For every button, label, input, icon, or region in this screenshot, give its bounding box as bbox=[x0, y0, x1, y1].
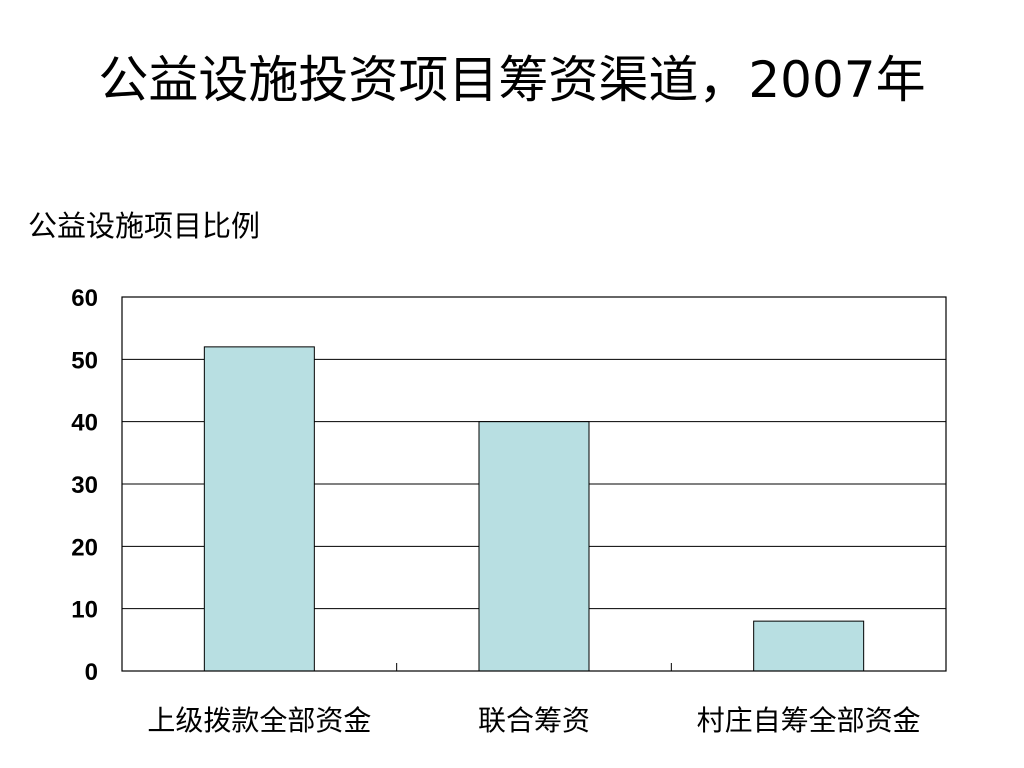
y-tick-label: 50 bbox=[71, 347, 98, 374]
y-tick-label: 10 bbox=[71, 597, 98, 624]
plot-frame bbox=[121, 296, 947, 672]
chart-title: 公益设施项目比例 bbox=[28, 209, 261, 243]
y-tick-label: 0 bbox=[85, 659, 98, 686]
x-axis-ticks: 上级拨款全部资金 联合筹资 村庄自筹全部资金 bbox=[147, 704, 920, 737]
y-tick-label: 40 bbox=[71, 410, 98, 437]
y-axis-ticks: 0 10 20 30 40 50 60 bbox=[71, 285, 98, 686]
x-category-label: 上级拨款全部资金 bbox=[147, 704, 371, 737]
page-title: 公益设施投资项目筹资渠道，2007年 bbox=[98, 51, 926, 109]
bar-2 bbox=[478, 421, 590, 672]
x-category-label: 村庄自筹全部资金 bbox=[697, 704, 921, 737]
y-tick-label: 20 bbox=[71, 534, 98, 561]
bar-1 bbox=[203, 346, 315, 672]
y-tick-label: 30 bbox=[71, 472, 98, 499]
frame-layer bbox=[121, 296, 947, 672]
x-category-label: 联合筹资 bbox=[478, 704, 590, 737]
bar-3 bbox=[753, 620, 865, 672]
y-tick-label: 60 bbox=[71, 285, 98, 312]
bar-layer bbox=[203, 346, 865, 672]
